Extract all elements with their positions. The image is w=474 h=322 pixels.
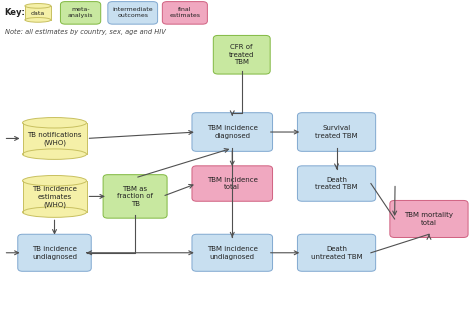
FancyBboxPatch shape [213, 35, 270, 74]
Bar [23, 181, 86, 212]
Text: data: data [31, 11, 45, 15]
Ellipse shape [25, 4, 51, 8]
Text: final
estimates: final estimates [169, 7, 201, 18]
Text: TBM incidence
undiagnosed: TBM incidence undiagnosed [207, 246, 258, 260]
FancyBboxPatch shape [162, 2, 207, 24]
FancyBboxPatch shape [298, 166, 375, 201]
Text: TBM incidence
total: TBM incidence total [207, 177, 258, 190]
FancyBboxPatch shape [103, 175, 167, 218]
FancyBboxPatch shape [390, 200, 468, 238]
Ellipse shape [23, 149, 86, 159]
Text: CFR of
treated
TBM: CFR of treated TBM [229, 44, 255, 65]
FancyBboxPatch shape [298, 113, 375, 151]
FancyBboxPatch shape [108, 2, 157, 24]
FancyBboxPatch shape [61, 2, 100, 24]
Bar [23, 123, 86, 154]
Text: Death
treated TBM: Death treated TBM [315, 177, 358, 190]
Text: meta-
analysis: meta- analysis [68, 7, 93, 18]
FancyBboxPatch shape [298, 234, 375, 271]
Bar [25, 6, 51, 20]
Ellipse shape [23, 175, 86, 186]
Text: Death
untreated TBM: Death untreated TBM [311, 246, 362, 260]
FancyBboxPatch shape [192, 234, 273, 271]
Text: TB incidence
estimates
(WHO): TB incidence estimates (WHO) [32, 186, 77, 208]
Text: TBM as
fraction of
TB: TBM as fraction of TB [117, 186, 153, 207]
Text: TB incidence
undiagnosed: TB incidence undiagnosed [32, 246, 77, 260]
Text: TBM incidence
diagnosed: TBM incidence diagnosed [207, 125, 258, 139]
Text: TB notifications
(WHO): TB notifications (WHO) [27, 132, 82, 146]
Text: Key:: Key: [5, 8, 26, 17]
FancyBboxPatch shape [18, 234, 91, 271]
Ellipse shape [23, 207, 86, 217]
FancyBboxPatch shape [192, 113, 273, 151]
Text: Note: all estimates by country, sex, age and HIV: Note: all estimates by country, sex, age… [5, 29, 165, 35]
Text: TBM mortality
total: TBM mortality total [404, 212, 454, 226]
Text: intermediate
outcomes: intermediate outcomes [112, 7, 153, 18]
Ellipse shape [23, 118, 86, 128]
FancyBboxPatch shape [192, 166, 273, 201]
Text: Survival
treated TBM: Survival treated TBM [315, 125, 358, 139]
Ellipse shape [25, 18, 51, 22]
